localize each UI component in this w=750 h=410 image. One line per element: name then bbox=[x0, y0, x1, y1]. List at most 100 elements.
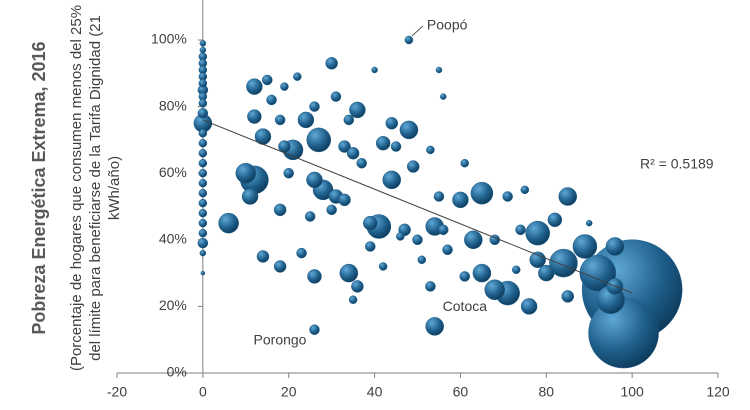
bubble bbox=[502, 191, 513, 202]
bubble bbox=[304, 211, 316, 222]
bubble bbox=[198, 148, 208, 158]
bubble bbox=[273, 203, 287, 217]
bubble bbox=[406, 160, 420, 173]
y-axis-subtitle: (Porcentaje de hogares que consumen meno… bbox=[68, 5, 85, 371]
y-axis-subtitle: kWh/año) bbox=[106, 156, 123, 220]
bubble bbox=[297, 111, 315, 129]
bubble bbox=[390, 141, 402, 152]
y-tick-label: 100% bbox=[151, 31, 187, 47]
bubble bbox=[326, 204, 337, 216]
bubble bbox=[426, 145, 435, 155]
bubble bbox=[417, 255, 427, 265]
bubble bbox=[197, 237, 209, 249]
y-axis-title: Pobreza Energética Extrema, 2016 bbox=[29, 41, 49, 334]
bubble bbox=[529, 251, 546, 269]
bubble bbox=[325, 57, 338, 70]
bubble bbox=[330, 91, 342, 102]
bubble bbox=[375, 135, 391, 151]
x-tick-label: -20 bbox=[107, 384, 127, 400]
bubble bbox=[273, 260, 287, 273]
bubble bbox=[280, 82, 289, 91]
bubble bbox=[435, 66, 443, 74]
x-tick-label: 80 bbox=[538, 384, 554, 400]
bubble bbox=[309, 324, 320, 335]
bubble bbox=[438, 224, 449, 236]
bubble bbox=[198, 198, 208, 208]
bubble bbox=[472, 263, 492, 283]
bubble bbox=[198, 218, 208, 228]
bubble bbox=[198, 208, 208, 218]
bubble bbox=[306, 127, 332, 153]
bubble bbox=[338, 193, 351, 207]
bubble bbox=[484, 279, 506, 300]
bubble bbox=[199, 46, 207, 54]
bubble bbox=[309, 101, 320, 112]
bubble bbox=[520, 298, 538, 315]
bubble bbox=[365, 241, 376, 252]
bubble bbox=[538, 264, 555, 282]
bubble bbox=[433, 191, 445, 202]
bubble bbox=[515, 224, 526, 236]
bubble bbox=[511, 265, 521, 275]
bubble bbox=[525, 220, 550, 246]
bubble bbox=[306, 171, 323, 189]
bubble bbox=[396, 232, 405, 241]
bubble bbox=[307, 269, 322, 284]
bubble bbox=[605, 237, 625, 256]
bubble bbox=[266, 94, 277, 106]
bubble bbox=[235, 162, 257, 184]
bubble bbox=[460, 158, 469, 168]
bubble bbox=[338, 140, 351, 153]
leader-line bbox=[411, 25, 424, 37]
bubble bbox=[348, 295, 358, 304]
bubble bbox=[356, 157, 367, 169]
bubble bbox=[198, 128, 208, 138]
bubble bbox=[425, 281, 436, 292]
x-tick-label: 0 bbox=[199, 384, 207, 400]
bubble bbox=[246, 78, 263, 95]
bubble bbox=[343, 114, 355, 126]
bubble bbox=[561, 290, 574, 303]
bubble bbox=[442, 244, 453, 256]
bubble bbox=[349, 101, 366, 119]
bubble bbox=[293, 72, 302, 81]
bubble bbox=[274, 114, 286, 126]
y-tick-label: 0% bbox=[167, 364, 187, 380]
y-tick-label: 60% bbox=[159, 164, 187, 180]
bubble bbox=[339, 263, 359, 283]
annotation: Porongo bbox=[254, 331, 307, 347]
bubble bbox=[262, 74, 273, 86]
bubble bbox=[588, 297, 659, 369]
trendline bbox=[202, 119, 633, 294]
bubble bbox=[371, 66, 378, 74]
y-tick-label: 20% bbox=[159, 297, 187, 313]
bubble bbox=[296, 247, 307, 259]
bubble bbox=[198, 228, 208, 238]
y-tick-label: 80% bbox=[159, 97, 187, 113]
bubble bbox=[247, 109, 262, 124]
bubble bbox=[558, 187, 577, 206]
bubble bbox=[459, 271, 470, 282]
bubble bbox=[283, 167, 294, 179]
bubble bbox=[198, 168, 208, 178]
y-tick-label: 40% bbox=[159, 231, 187, 247]
x-tick-label: 20 bbox=[281, 384, 297, 400]
x-tick-label: 120 bbox=[706, 384, 730, 400]
bubble bbox=[385, 117, 398, 130]
bubble bbox=[440, 93, 447, 100]
bubble bbox=[198, 158, 208, 168]
bubble bbox=[382, 170, 401, 190]
bubble bbox=[572, 234, 598, 259]
bubble bbox=[198, 188, 208, 198]
x-tick-label: 60 bbox=[453, 384, 469, 400]
bubble bbox=[197, 108, 209, 119]
bubble bbox=[198, 99, 208, 108]
y-axis-subtitle: del límite para beneficiarse de la Tarif… bbox=[87, 15, 104, 361]
bubble bbox=[199, 40, 207, 47]
bubble bbox=[198, 178, 208, 188]
bubble bbox=[549, 248, 578, 278]
bubble bbox=[425, 317, 444, 336]
annotation: Cotoca bbox=[443, 298, 488, 314]
bubble bbox=[199, 249, 207, 257]
